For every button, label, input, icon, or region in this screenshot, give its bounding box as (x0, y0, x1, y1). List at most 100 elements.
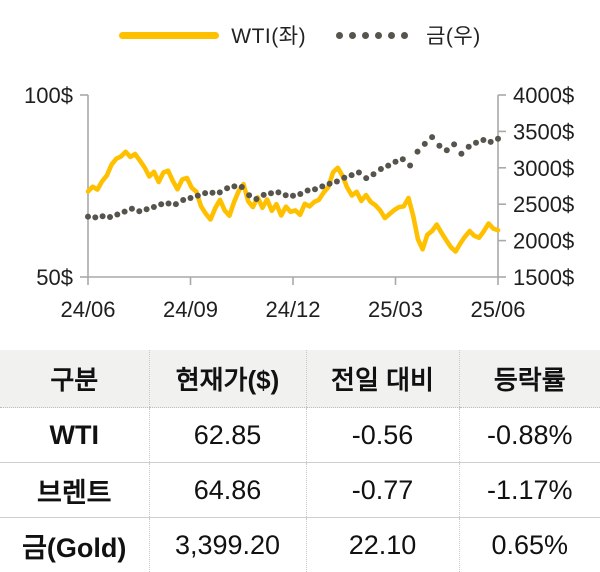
gold-data-dot (195, 193, 201, 199)
gold-data-dot (327, 181, 333, 187)
col-header-change: 전일 대비 (306, 350, 459, 408)
gold-data-dot (129, 206, 135, 212)
gold-data-dot (407, 163, 413, 169)
x-axis-tick-label: 25/03 (368, 297, 423, 322)
col-header-price: 현재가($) (149, 350, 306, 408)
row-name: WTI (0, 408, 149, 463)
legend-dot (362, 32, 369, 39)
gold-legend-label: 금(우) (426, 20, 481, 50)
gold-data-dot (224, 185, 230, 191)
gold-data-dot (100, 213, 106, 219)
wti-line-swatch (119, 32, 219, 39)
gold-data-dot (473, 140, 479, 146)
legend-dot (349, 32, 356, 39)
table-row-brent: 브렌트 64.86 -0.77 -1.17% (0, 463, 600, 518)
gold-data-dot (429, 134, 435, 140)
gold-data-dot (151, 204, 157, 210)
gold-data-dot (422, 141, 428, 147)
row-pct: -1.17% (459, 463, 600, 518)
gold-data-dot (210, 190, 216, 196)
gold-data-dot (217, 189, 223, 195)
gold-data-dot (466, 144, 472, 150)
right-axis-tick-label: 4000$ (513, 83, 574, 108)
x-axis-labels: 24/06 24/09 24/12 25/03 25/06 (60, 277, 525, 322)
gold-data-dot (202, 190, 208, 196)
x-axis-tick-label: 24/12 (265, 297, 320, 322)
gold-data-dot (334, 179, 340, 185)
table-row-gold: 금(Gold) 3,399.20 22.10 0.65% (0, 518, 600, 572)
gold-data-dot (144, 206, 150, 212)
gold-data-dot (480, 137, 486, 143)
gold-data-dot (495, 136, 501, 142)
gold-data-dot (122, 209, 128, 215)
right-axis-tick-label: 3500$ (513, 119, 574, 144)
right-axis-tick-label: 2500$ (513, 192, 574, 217)
right-axis-tick-label: 3000$ (513, 156, 574, 181)
chart-axes (88, 95, 498, 277)
gold-data-dot (246, 192, 252, 198)
gold-data-dot (173, 201, 179, 207)
row-price: 64.86 (149, 463, 306, 518)
gold-data-dot (451, 141, 457, 147)
price-chart: 100$50$4000$3500$3000$2500$2000$1500$24/… (0, 60, 600, 350)
legend-dot (401, 32, 408, 39)
gold-data-dot (114, 212, 120, 218)
left-axis-labels: 100$ 50$ (24, 83, 88, 290)
gold-data-dot (400, 156, 406, 162)
gold-data-dot (268, 190, 274, 196)
price-table: 구분 현재가($) 전일 대비 등락률 WTI 62.85 -0.56 -0.8… (0, 350, 600, 572)
gold-data-dot (488, 139, 494, 145)
gold-data-dot (297, 191, 303, 197)
gold-data-dot (275, 189, 281, 195)
row-change: -0.77 (306, 463, 459, 518)
legend-dot (375, 32, 382, 39)
row-name: 브렌트 (0, 463, 149, 518)
gold-data-dot (393, 159, 399, 165)
chart-legend: WTI(좌) 금(우) (0, 0, 600, 52)
x-axis-tick-label: 24/09 (163, 297, 218, 322)
gold-data-dot (444, 147, 450, 153)
gold-data-dot (312, 186, 318, 192)
gold-data-dot (283, 192, 289, 198)
left-axis-tick-label: 50$ (36, 265, 73, 290)
gold-dots-swatch (336, 32, 414, 39)
right-axis-tick-label: 2000$ (513, 229, 574, 254)
gold-data-dot (341, 175, 347, 181)
gold-data-dot (253, 196, 259, 202)
row-pct: 0.65% (459, 518, 600, 572)
gold-data-dot (188, 195, 194, 201)
chart-canvas: 100$50$4000$3500$3000$2500$2000$1500$24/… (0, 60, 600, 350)
gold-data-dot (385, 163, 391, 169)
row-change: -0.56 (306, 408, 459, 463)
gold-data-dot (349, 172, 355, 178)
table-header-row: 구분 현재가($) 전일 대비 등락률 (0, 350, 600, 408)
gold-data-dot (85, 214, 91, 220)
gold-data-dot (166, 201, 172, 207)
gold-data-dot (378, 166, 384, 172)
wti-series-line (88, 152, 498, 252)
gold-data-dot (158, 201, 164, 207)
gold-data-dot (458, 151, 464, 157)
gold-data-dot (371, 171, 377, 177)
gold-data-dot (319, 183, 325, 189)
x-axis-tick-label: 25/06 (470, 297, 525, 322)
col-header-category: 구분 (0, 350, 149, 408)
row-change: 22.10 (306, 518, 459, 572)
gold-data-dot (356, 170, 362, 176)
table-row-wti: WTI 62.85 -0.56 -0.88% (0, 408, 600, 463)
row-price: 62.85 (149, 408, 306, 463)
legend-dot (336, 32, 343, 39)
x-axis-tick-label: 24/06 (60, 297, 115, 322)
legend-dot (388, 32, 395, 39)
row-pct: -0.88% (459, 408, 600, 463)
left-axis-tick-label: 100$ (24, 83, 73, 108)
row-price: 3,399.20 (149, 518, 306, 572)
gold-data-dot (290, 193, 296, 199)
right-axis-tick-label: 1500$ (513, 265, 574, 290)
gold-data-dot (415, 149, 421, 155)
gold-data-dot (436, 143, 442, 149)
gold-data-dot (136, 208, 142, 214)
right-axis-labels: 4000$ 3500$ 3000$ 2500$ 2000$ 1500$ (498, 83, 574, 290)
col-header-pct: 등락률 (459, 350, 600, 408)
